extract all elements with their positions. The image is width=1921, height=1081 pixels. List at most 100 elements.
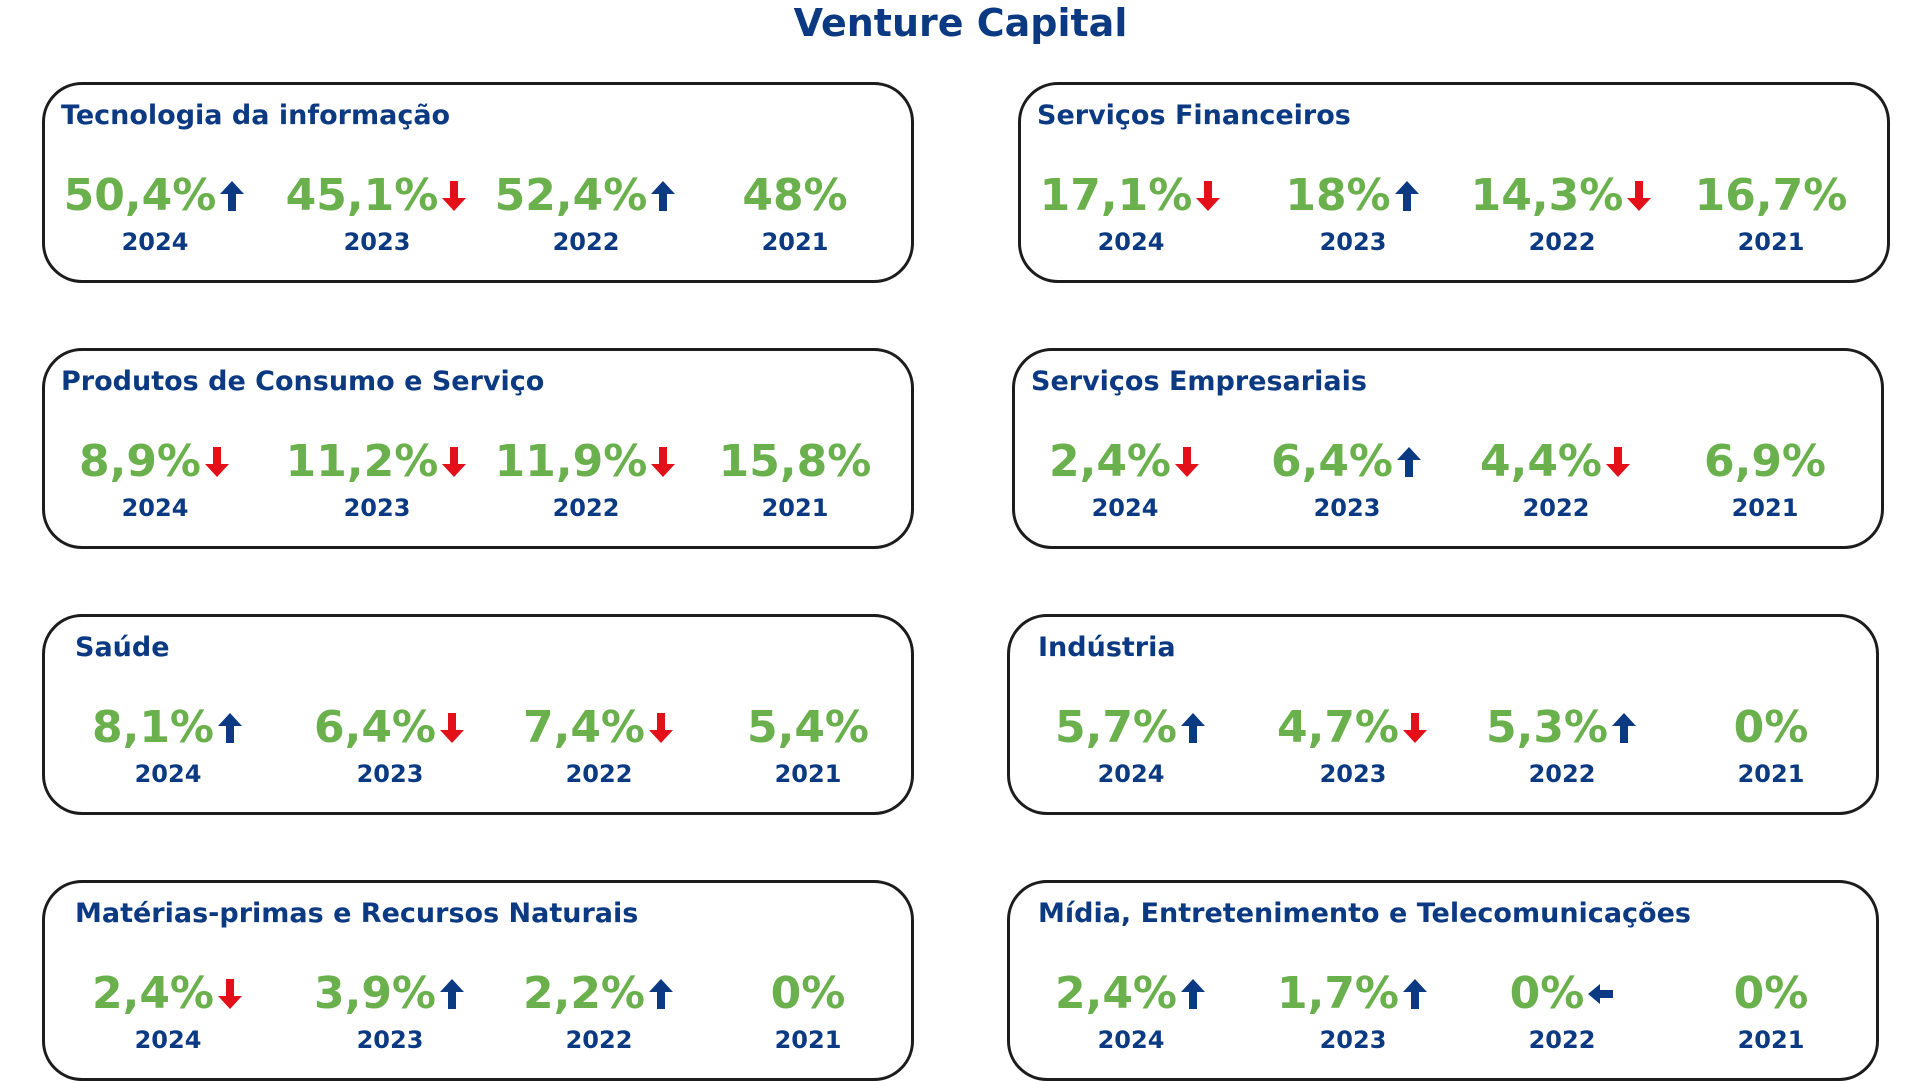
- metric-value: 15,8%: [718, 436, 872, 487]
- arrow-down-icon: [649, 445, 677, 479]
- metric-year: 2021: [1737, 228, 1805, 256]
- arrow-up-icon: [216, 711, 244, 745]
- metric-2021: 15,8% 2021: [695, 435, 895, 523]
- page-title: Venture Capital: [793, 1, 1128, 45]
- metric-value: 2,2%: [522, 968, 646, 1019]
- sector-card-saude: Saúde 8,1% 2024 6,4% 2023 7,4% 2022 5,4%…: [42, 614, 914, 815]
- metric-value: 14,3%: [1470, 170, 1624, 221]
- metric-year: 2022: [565, 760, 633, 788]
- sector-card-produtos-consumo: Produtos de Consumo e Serviço 8,9% 2024 …: [42, 348, 914, 549]
- metric-2023: 45,1% 2023: [277, 169, 477, 257]
- metric-value: 3,9%: [313, 968, 437, 1019]
- metric-value: 5,3%: [1485, 702, 1609, 753]
- metric-value: 16,7%: [1694, 170, 1848, 221]
- arrow-up-icon: [1610, 711, 1638, 745]
- arrow-down-icon: [1625, 179, 1653, 213]
- card-title: Mídia, Entretenimento e Telecomunicações: [1038, 898, 1691, 929]
- metric-value: 8,1%: [91, 702, 215, 753]
- metric-value: 8,9%: [78, 436, 202, 487]
- metric-2023: 6,4% 2023: [290, 701, 490, 789]
- sector-card-industria: Indústria 5,7% 2024 4,7% 2023 5,3% 2022 …: [1007, 614, 1879, 815]
- metric-value: 0%: [1733, 702, 1809, 753]
- metric-value: 11,9%: [494, 436, 648, 487]
- arrow-down-icon: [1401, 711, 1429, 745]
- metric-2022: 7,4% 2022: [499, 701, 699, 789]
- arrow-up-icon: [1395, 445, 1423, 479]
- metric-year: 2024: [134, 760, 202, 788]
- metric-year: 2021: [774, 1026, 842, 1054]
- metric-year: 2023: [1313, 494, 1381, 522]
- metric-2024: 8,1% 2024: [68, 701, 268, 789]
- metric-2024: 8,9% 2024: [55, 435, 255, 523]
- metric-year: 2022: [552, 494, 620, 522]
- metric-value: 45,1%: [285, 170, 439, 221]
- metric-2021: 0% 2021: [1671, 967, 1871, 1055]
- metric-2021: 0% 2021: [1671, 701, 1871, 789]
- metric-value: 4,7%: [1276, 702, 1400, 753]
- arrow-down-icon: [203, 445, 231, 479]
- metric-value: 50,4%: [63, 170, 217, 221]
- sector-card-servicos-empresariais: Serviços Empresariais 2,4% 2024 6,4% 202…: [1012, 348, 1884, 549]
- card-title: Serviços Empresariais: [1031, 366, 1367, 397]
- card-title: Produtos de Consumo e Serviço: [61, 366, 545, 397]
- sector-card-tecnologia: Tecnologia da informação 50,4% 2024 45,1…: [42, 82, 914, 283]
- metric-year: 2021: [761, 228, 829, 256]
- metric-2023: 6,4% 2023: [1247, 435, 1447, 523]
- sector-card-midia: Mídia, Entretenimento e Telecomunicações…: [1007, 880, 1879, 1081]
- metric-value: 11,2%: [285, 436, 439, 487]
- arrow-up-icon: [218, 179, 246, 213]
- metric-2022: 2,2% 2022: [499, 967, 699, 1055]
- arrow-down-icon: [438, 711, 466, 745]
- metric-year: 2023: [356, 760, 424, 788]
- metric-2022: 52,4% 2022: [486, 169, 686, 257]
- metric-value: 18%: [1285, 170, 1391, 221]
- metric-year: 2024: [1091, 494, 1159, 522]
- card-title: Serviços Financeiros: [1037, 100, 1351, 131]
- metric-2023: 3,9% 2023: [290, 967, 490, 1055]
- metric-value: 7,4%: [522, 702, 646, 753]
- metric-year: 2024: [121, 228, 189, 256]
- metric-year: 2021: [1737, 1026, 1805, 1054]
- arrow-up-icon: [647, 977, 675, 1011]
- arrow-down-icon: [440, 179, 468, 213]
- arrow-down-icon: [647, 711, 675, 745]
- metric-value: 5,4%: [746, 702, 870, 753]
- metric-year: 2022: [1528, 760, 1596, 788]
- metric-year: 2023: [343, 228, 411, 256]
- arrow-down-icon: [1604, 445, 1632, 479]
- metric-2021: 0% 2021: [708, 967, 908, 1055]
- metric-year: 2023: [1319, 228, 1387, 256]
- arrow-down-icon: [1194, 179, 1222, 213]
- metric-2021: 6,9% 2021: [1665, 435, 1865, 523]
- metric-value: 6,4%: [313, 702, 437, 753]
- metric-value: 5,7%: [1054, 702, 1178, 753]
- metric-2023: 1,7% 2023: [1253, 967, 1453, 1055]
- metric-year: 2021: [774, 760, 842, 788]
- metric-year: 2024: [1097, 760, 1165, 788]
- metric-year: 2023: [1319, 760, 1387, 788]
- metric-value: 4,4%: [1479, 436, 1603, 487]
- metric-value: 2,4%: [91, 968, 215, 1019]
- arrow-up-icon: [438, 977, 466, 1011]
- arrow-up-icon: [1393, 179, 1421, 213]
- arrow-down-icon: [216, 977, 244, 1011]
- metric-value: 52,4%: [494, 170, 648, 221]
- metric-value: 48%: [742, 170, 848, 221]
- metric-year: 2023: [343, 494, 411, 522]
- card-title: Matérias-primas e Recursos Naturais: [75, 898, 639, 929]
- metric-value: 2,4%: [1048, 436, 1172, 487]
- metric-value: 0%: [770, 968, 846, 1019]
- metric-year: 2022: [1528, 228, 1596, 256]
- metric-2024: 2,4% 2024: [1031, 967, 1231, 1055]
- metric-2022: 0% 2022: [1462, 967, 1662, 1055]
- metric-2024: 2,4% 2024: [1025, 435, 1225, 523]
- metric-year: 2021: [1737, 760, 1805, 788]
- metric-value: 1,7%: [1276, 968, 1400, 1019]
- metric-value: 6,4%: [1270, 436, 1394, 487]
- metric-value: 2,4%: [1054, 968, 1178, 1019]
- sector-card-materias-primas: Matérias-primas e Recursos Naturais 2,4%…: [42, 880, 914, 1081]
- metric-value: 6,9%: [1703, 436, 1827, 487]
- metric-2023: 18% 2023: [1253, 169, 1453, 257]
- metric-2022: 11,9% 2022: [486, 435, 686, 523]
- card-title: Indústria: [1038, 632, 1176, 663]
